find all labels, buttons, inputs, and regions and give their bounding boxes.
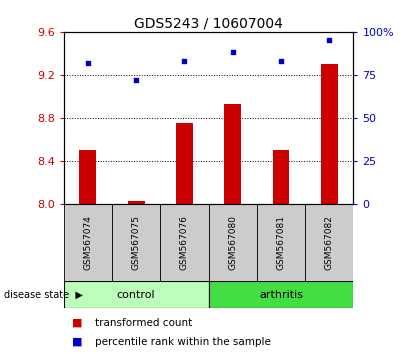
Bar xyxy=(79,150,96,204)
Point xyxy=(229,50,236,55)
Point xyxy=(326,38,332,43)
Bar xyxy=(305,204,353,281)
Text: arthritis: arthritis xyxy=(259,290,303,300)
Text: control: control xyxy=(117,290,155,300)
Text: ■: ■ xyxy=(72,337,83,347)
Point xyxy=(133,77,139,83)
Point xyxy=(181,58,188,64)
Text: GSM567075: GSM567075 xyxy=(132,215,141,270)
Text: percentile rank within the sample: percentile rank within the sample xyxy=(95,337,270,347)
Bar xyxy=(112,204,160,281)
Bar xyxy=(224,104,241,204)
Text: GSM567082: GSM567082 xyxy=(325,215,334,270)
Text: disease state  ▶: disease state ▶ xyxy=(4,290,83,300)
Point xyxy=(278,58,284,64)
Text: GSM567074: GSM567074 xyxy=(83,215,92,270)
Bar xyxy=(272,150,289,204)
Text: GSM567081: GSM567081 xyxy=(277,215,286,270)
Title: GDS5243 / 10607004: GDS5243 / 10607004 xyxy=(134,17,283,31)
Bar xyxy=(128,201,145,204)
Bar xyxy=(64,281,208,308)
Bar xyxy=(321,64,338,204)
Point xyxy=(85,60,91,65)
Bar xyxy=(64,204,112,281)
Bar xyxy=(209,204,257,281)
Bar xyxy=(257,204,305,281)
Text: transformed count: transformed count xyxy=(95,318,192,328)
Bar xyxy=(160,204,209,281)
Text: GSM567076: GSM567076 xyxy=(180,215,189,270)
Bar xyxy=(176,123,193,204)
Text: ■: ■ xyxy=(72,318,83,328)
Bar xyxy=(209,281,353,308)
Text: GSM567080: GSM567080 xyxy=(228,215,237,270)
